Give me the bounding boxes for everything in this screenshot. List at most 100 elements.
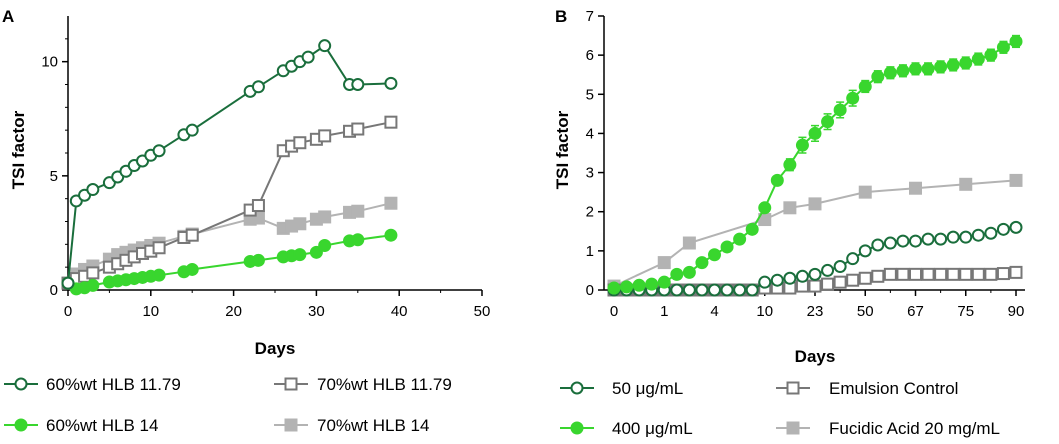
data-point bbox=[770, 273, 784, 287]
data-point bbox=[251, 199, 265, 213]
y-tick-label: 0 bbox=[586, 282, 594, 299]
data-point bbox=[645, 277, 659, 291]
open-square-marker-icon bbox=[786, 381, 800, 395]
data-point bbox=[384, 76, 398, 90]
data-point bbox=[795, 138, 809, 152]
data-point bbox=[318, 39, 332, 53]
data-point bbox=[657, 275, 671, 289]
x-tick-label: 50 bbox=[857, 303, 874, 320]
data-point bbox=[821, 277, 835, 291]
legend-label: Emulsion Control bbox=[829, 379, 958, 398]
data-point bbox=[318, 129, 332, 143]
x-tick-label: 40 bbox=[391, 303, 408, 320]
data-point bbox=[708, 283, 721, 297]
data-point bbox=[959, 56, 973, 70]
legend-label: 400 μg/mL bbox=[612, 419, 693, 438]
data-point bbox=[695, 283, 709, 297]
y-tick-label: 1 bbox=[586, 243, 594, 260]
data-point bbox=[896, 267, 910, 281]
legend-item-400: 400 μg/mL bbox=[560, 419, 693, 438]
data-point bbox=[959, 230, 973, 244]
x-tick-label: 0 bbox=[610, 303, 618, 320]
data-point bbox=[858, 185, 872, 199]
x-tick-label: 0 bbox=[64, 303, 72, 320]
data-point bbox=[808, 126, 822, 140]
legend-label: 50 μg/mL bbox=[612, 379, 683, 398]
data-point bbox=[632, 278, 646, 292]
legend-item-fucidic-acid: Fucidic Acid 20 mg/mL bbox=[776, 419, 1000, 438]
data-point bbox=[607, 281, 621, 295]
series-400-g-ml bbox=[607, 34, 1023, 295]
data-point bbox=[821, 263, 835, 277]
x-tick-label: 23 bbox=[807, 303, 824, 320]
filled-square-marker-icon bbox=[786, 421, 800, 435]
data-point bbox=[770, 173, 784, 187]
y-tick-label: 3 bbox=[586, 165, 594, 182]
data-point bbox=[909, 267, 922, 281]
data-point bbox=[758, 201, 772, 215]
data-point bbox=[896, 234, 910, 248]
data-point bbox=[984, 226, 998, 240]
data-point bbox=[959, 267, 973, 281]
data-point bbox=[971, 267, 985, 281]
legend-label: 60%wt HLB 11.79 bbox=[46, 375, 181, 394]
y-tick-label: 6 bbox=[586, 47, 594, 64]
panel-b-series bbox=[607, 34, 1023, 297]
data-point bbox=[833, 275, 847, 289]
filled-circle-marker-icon bbox=[14, 418, 28, 432]
panel-b-legend: 50 μg/mL 400 μg/mL Emulsion Control Fuci… bbox=[560, 379, 1000, 438]
data-point bbox=[871, 269, 885, 283]
data-point bbox=[959, 177, 973, 191]
data-point bbox=[251, 80, 265, 94]
data-point bbox=[318, 210, 332, 224]
data-point bbox=[657, 256, 671, 270]
data-point bbox=[682, 283, 696, 297]
legend-item-70-1179: 70%wt HLB 11.79 bbox=[274, 375, 452, 394]
data-point bbox=[996, 222, 1010, 236]
legend-label: 70%wt HLB 14 bbox=[317, 416, 429, 435]
data-point bbox=[620, 280, 634, 294]
data-point bbox=[86, 266, 100, 280]
data-point bbox=[921, 232, 935, 246]
series-line bbox=[613, 40, 1017, 289]
data-point bbox=[871, 70, 885, 84]
data-point bbox=[909, 62, 922, 76]
data-point bbox=[695, 256, 709, 270]
data-point bbox=[384, 228, 398, 242]
x-tick-label: 90 bbox=[1008, 303, 1025, 320]
data-point bbox=[883, 66, 897, 80]
data-point bbox=[251, 211, 265, 225]
panel-a-x-ticks: 0 10 20 30 40 50 bbox=[64, 290, 490, 320]
data-point bbox=[301, 50, 315, 64]
data-point bbox=[934, 232, 948, 246]
data-point bbox=[846, 91, 860, 105]
open-square-marker-icon bbox=[284, 377, 298, 391]
data-point bbox=[185, 123, 199, 137]
data-point bbox=[293, 136, 307, 150]
data-point bbox=[1009, 265, 1023, 279]
y-tick-label: 4 bbox=[586, 125, 594, 142]
data-point bbox=[858, 271, 872, 285]
y-tick-label: 5 bbox=[586, 86, 594, 103]
y-tick-label: 2 bbox=[586, 204, 594, 221]
y-tick-label: 10 bbox=[41, 54, 58, 71]
data-point bbox=[783, 158, 797, 172]
data-point bbox=[185, 228, 199, 242]
data-point bbox=[152, 268, 166, 282]
data-point bbox=[833, 260, 847, 274]
data-point bbox=[708, 248, 721, 262]
legend-label: 70%wt HLB 11.79 bbox=[317, 375, 452, 394]
data-point bbox=[858, 79, 872, 93]
legend-item-70-14: 70%wt HLB 14 bbox=[274, 416, 429, 435]
data-point bbox=[1009, 220, 1023, 234]
legend-item-emulsion-control: Emulsion Control bbox=[776, 379, 958, 398]
legend-item-60-14: 60%wt HLB 14 bbox=[4, 416, 158, 435]
data-point bbox=[871, 238, 885, 252]
data-point bbox=[808, 279, 822, 293]
data-point bbox=[351, 78, 365, 91]
data-point bbox=[946, 58, 960, 72]
filled-square-marker-icon bbox=[284, 418, 298, 432]
data-point bbox=[971, 52, 985, 66]
panel-a-x-label: Days bbox=[255, 339, 296, 358]
